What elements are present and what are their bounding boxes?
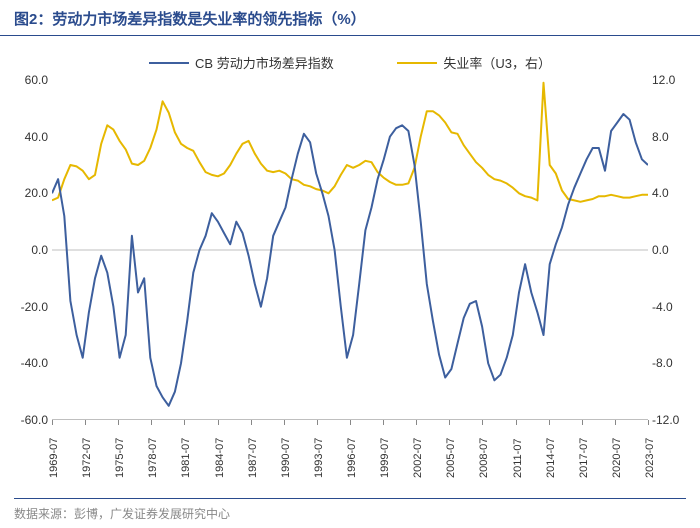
- x-tick-label: 2011-07: [512, 438, 524, 478]
- legend-label-cb: CB 劳动力市场差异指数: [195, 53, 334, 72]
- x-tick-label: 1987-07: [247, 438, 259, 478]
- y-right-tick: -4.0: [652, 300, 686, 314]
- x-tick: [549, 420, 550, 425]
- footer-source: 数据来源：彭博，广发证券发展研究中心: [14, 498, 686, 522]
- x-tick: [449, 420, 450, 425]
- x-tick: [251, 420, 252, 425]
- y-left-tick: -40.0: [14, 356, 48, 370]
- x-tick: [648, 420, 649, 425]
- legend-item-u3: 失业率（U3，右）: [397, 53, 551, 72]
- x-tick: [416, 420, 417, 425]
- y-left-tick: -60.0: [14, 413, 48, 427]
- y-right-tick: 4.0: [652, 186, 686, 200]
- x-tick: [151, 420, 152, 425]
- y-right-tick: 12.0: [652, 73, 686, 87]
- x-tick: [85, 420, 86, 425]
- x-tick: [317, 420, 318, 425]
- x-tick: [350, 420, 351, 425]
- y-left-tick: 40.0: [14, 130, 48, 144]
- y-left-tick: -20.0: [14, 300, 48, 314]
- x-tick: [482, 420, 483, 425]
- x-tick-label: 2023-07: [644, 438, 656, 478]
- y-right-tick: -8.0: [652, 356, 686, 370]
- x-tick: [52, 420, 53, 425]
- chart-area: CB 劳动力市场差异指数 失业率（U3，右） -60.0 -40.0 -20.0 0.…: [14, 46, 686, 486]
- x-tick: [615, 420, 616, 425]
- x-tick-label: 1969-07: [48, 438, 60, 478]
- y-right-tick: -12.0: [652, 413, 686, 427]
- x-tick: [582, 420, 583, 425]
- x-tick-label: 1972-07: [81, 438, 93, 478]
- plot-svg: [52, 80, 648, 420]
- x-tick-label: 1978-07: [147, 438, 159, 478]
- x-tick-label: 1990-07: [280, 438, 292, 478]
- legend: CB 劳动力市场差异指数 失业率（U3，右）: [14, 52, 686, 72]
- x-tick-label: 1975-07: [114, 438, 126, 478]
- x-tick: [284, 420, 285, 425]
- y-left-tick: 20.0: [14, 186, 48, 200]
- y-right-tick: 8.0: [652, 130, 686, 144]
- x-tick-label: 1981-07: [180, 438, 192, 478]
- legend-item-cb: CB 劳动力市场差异指数: [149, 53, 334, 72]
- x-tick: [516, 420, 517, 425]
- x-tick-label: 2008-07: [478, 438, 490, 478]
- plot-region: [52, 80, 648, 420]
- legend-swatch-cb: [149, 62, 189, 65]
- y-left-tick: 0.0: [14, 243, 48, 257]
- x-tick-label: 1984-07: [214, 438, 226, 478]
- x-tick-label: 2002-07: [412, 438, 424, 478]
- x-tick-label: 2020-07: [611, 438, 623, 478]
- x-tick-label: 1993-07: [313, 438, 325, 478]
- x-tick-label: 2005-07: [445, 438, 457, 478]
- x-tick: [218, 420, 219, 425]
- x-tick: [118, 420, 119, 425]
- x-tick-label: 1999-07: [379, 438, 391, 478]
- x-tick: [383, 420, 384, 425]
- x-tick-label: 2014-07: [545, 438, 557, 478]
- chart-title: 图2：劳动力市场差异指数是失业率的领先指标（%）: [14, 8, 366, 29]
- x-tick: [184, 420, 185, 425]
- x-tick-label: 2017-07: [578, 438, 590, 478]
- title-bar: 图2：劳动力市场差异指数是失业率的领先指标（%）: [0, 0, 700, 36]
- legend-swatch-u3: [397, 62, 437, 65]
- footer-text: 数据来源：彭博，广发证券发展研究中心: [14, 507, 230, 521]
- y-right-tick: 0.0: [652, 243, 686, 257]
- y-left-tick: 60.0: [14, 73, 48, 87]
- legend-label-u3: 失业率（U3，右）: [443, 53, 551, 72]
- x-tick-label: 1996-07: [346, 438, 358, 478]
